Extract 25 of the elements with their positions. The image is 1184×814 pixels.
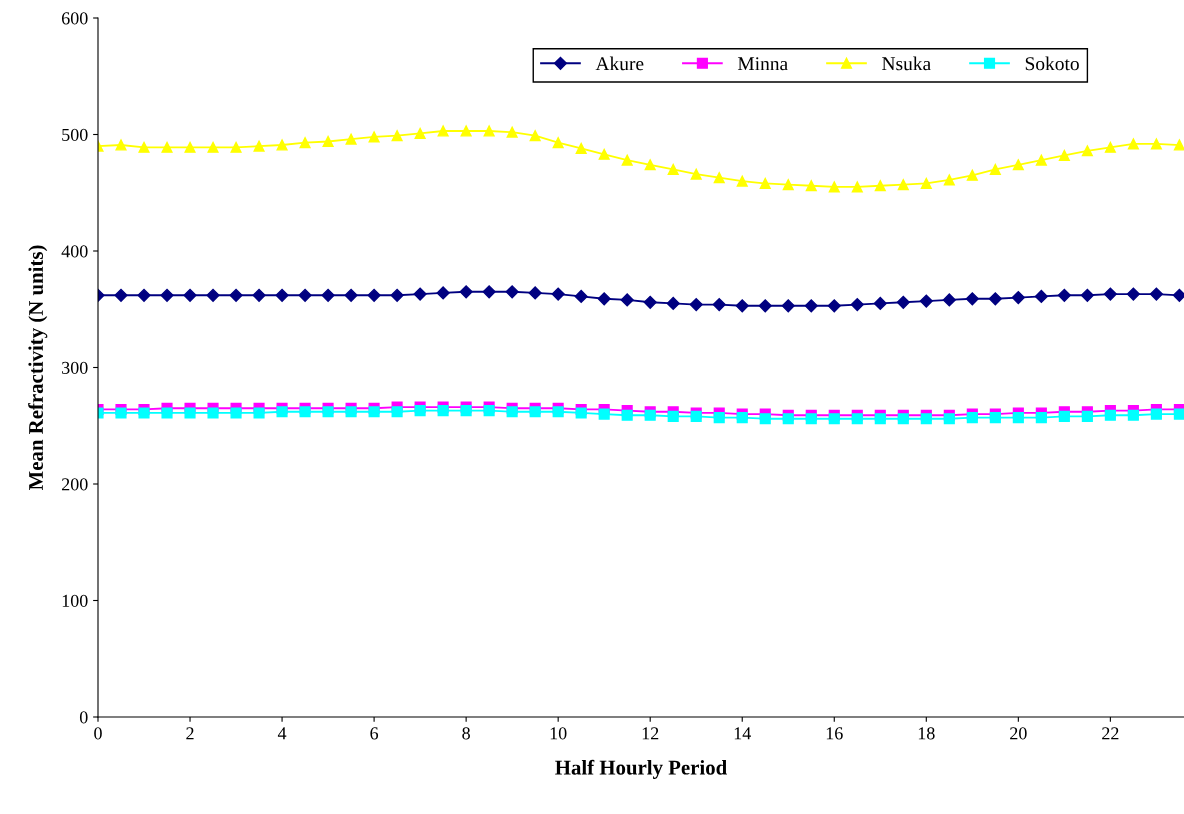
legend-label: Nsuka bbox=[882, 56, 931, 71]
y-tick-label: 300 bbox=[62, 361, 88, 374]
x-tick-label: 18 bbox=[918, 727, 935, 740]
legend-label: Minna bbox=[737, 57, 788, 71]
x-tick-label: 0 bbox=[94, 727, 102, 740]
y-tick-label: 600 bbox=[61, 12, 88, 25]
legend-label: Sokoto bbox=[1025, 56, 1079, 71]
x-tick-label: 22 bbox=[1102, 727, 1119, 740]
y-tick-label: 200 bbox=[61, 478, 88, 491]
x-tick-label: 16 bbox=[826, 727, 843, 740]
x-tick-label: 4 bbox=[277, 727, 287, 740]
y-axis-title: Mean Refractivity (N units) bbox=[28, 245, 48, 491]
x-tick-label: 2 bbox=[186, 727, 194, 740]
x-tick-label: 20 bbox=[1010, 727, 1027, 740]
y-tick-label: 100 bbox=[62, 594, 88, 607]
x-tick-label: 14 bbox=[734, 727, 751, 740]
x-axis-title: Half Hourly Period bbox=[555, 759, 727, 779]
x-tick-label: 10 bbox=[550, 727, 567, 740]
x-tick-label: 12 bbox=[642, 727, 659, 740]
x-tick-label: 6 bbox=[370, 727, 379, 740]
legend-label: Akure bbox=[595, 56, 644, 71]
y-tick-label: 400 bbox=[61, 245, 88, 258]
y-tick-label: 0 bbox=[79, 711, 88, 724]
y-tick-label: 500 bbox=[62, 128, 88, 141]
x-tick-label: 8 bbox=[462, 727, 470, 740]
